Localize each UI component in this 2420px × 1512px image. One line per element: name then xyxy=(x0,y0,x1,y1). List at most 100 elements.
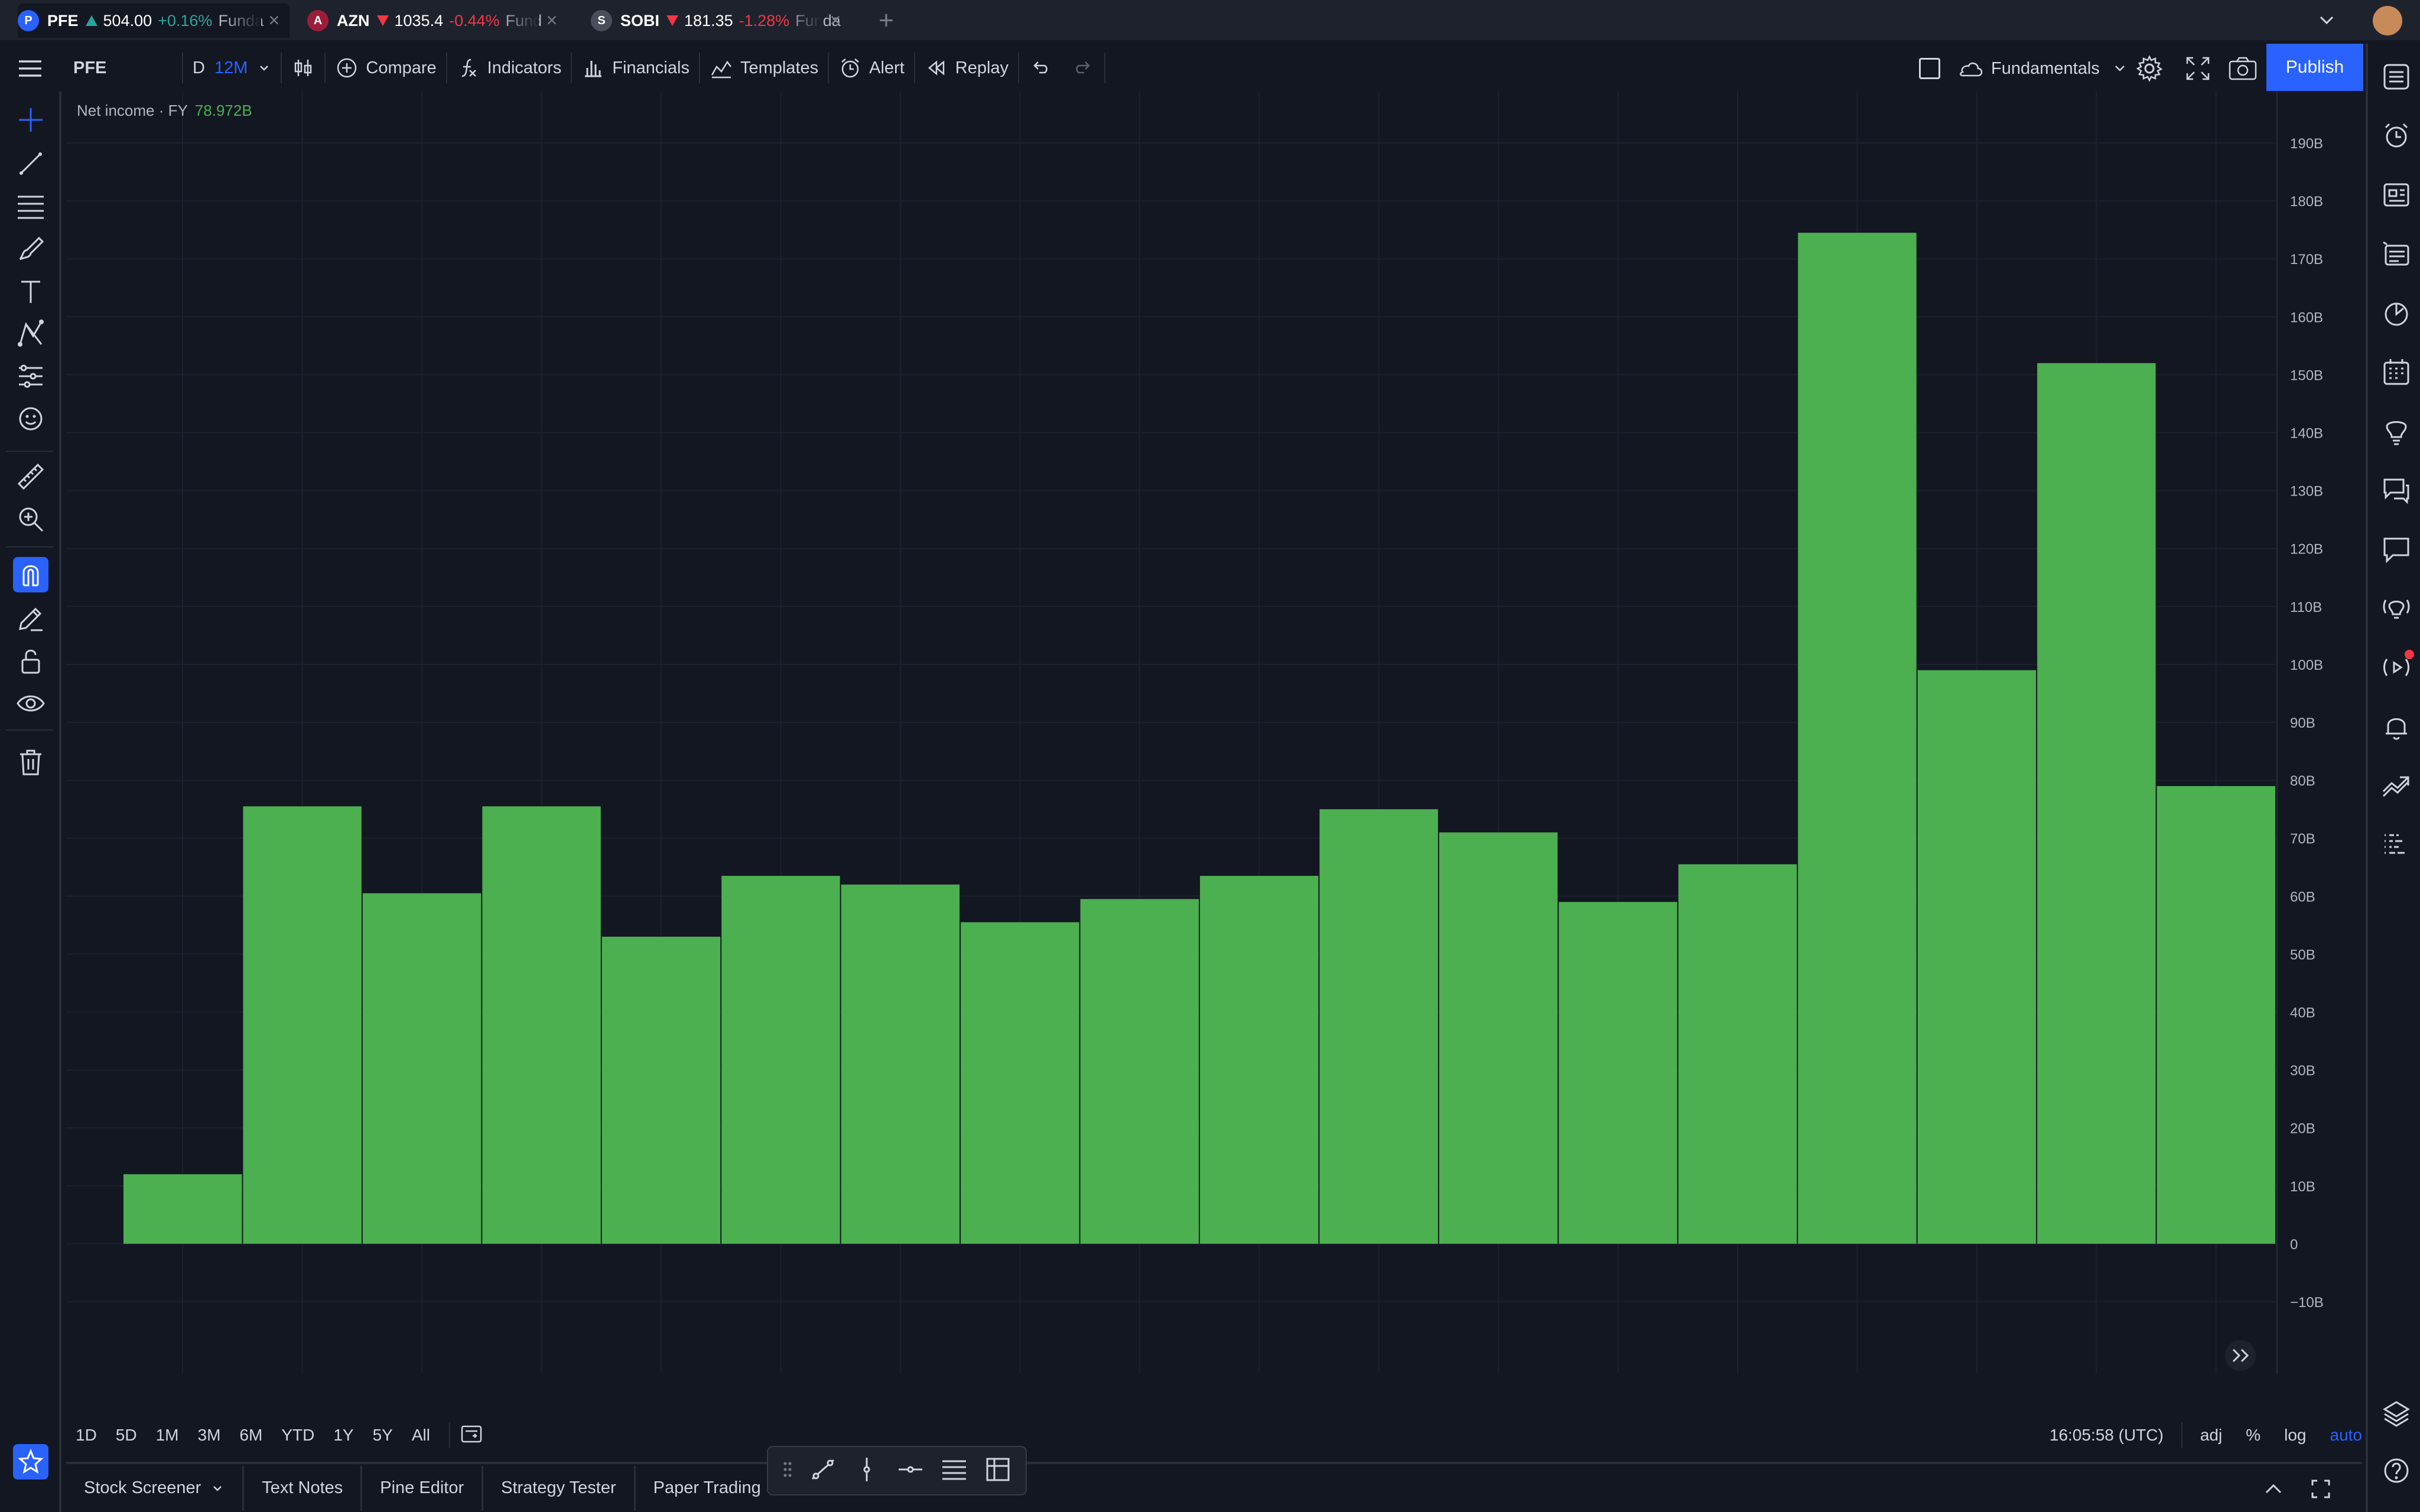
collapse-panel-icon[interactable] xyxy=(2262,1477,2285,1501)
trash-icon[interactable] xyxy=(13,745,48,780)
bar-2009[interactable] xyxy=(841,884,960,1244)
broadcast-icon[interactable] xyxy=(2379,591,2414,626)
bar-2018[interactable] xyxy=(1917,670,2037,1244)
bar-2017[interactable] xyxy=(1798,233,1917,1244)
tab-sobi[interactable]: S SOBI 181.35 -1.28% Funda × xyxy=(591,4,851,38)
bar-2016[interactable] xyxy=(1678,864,1797,1244)
chevron-down-icon[interactable] xyxy=(2315,8,2338,32)
range-3m-button[interactable]: 3M xyxy=(197,1426,221,1444)
parallel-channel-tool-icon[interactable] xyxy=(940,1455,968,1487)
ideas-lightbulb-icon[interactable] xyxy=(2379,413,2414,449)
camera-icon[interactable] xyxy=(2227,54,2258,83)
tab-pine-editor[interactable]: Pine Editor xyxy=(362,1465,484,1511)
range-5d-button[interactable]: 5D xyxy=(115,1426,137,1444)
trend-line-tool-icon[interactable] xyxy=(809,1455,837,1487)
chats-icon[interactable] xyxy=(2379,472,2414,508)
fullscreen-icon[interactable] xyxy=(2184,54,2212,83)
range-1m-button[interactable]: 1M xyxy=(155,1426,179,1444)
tab-text-notes[interactable]: Text Notes xyxy=(244,1465,363,1511)
interval-d-button[interactable]: D xyxy=(183,49,214,87)
bar-2006[interactable] xyxy=(482,806,601,1244)
bar-2014[interactable] xyxy=(1439,832,1558,1244)
bar-2007[interactable] xyxy=(601,936,721,1244)
close-tab-icon[interactable]: × xyxy=(546,9,558,31)
emoji-icon[interactable] xyxy=(13,401,48,436)
news-icon[interactable] xyxy=(2379,177,2414,213)
eye-icon[interactable] xyxy=(13,686,48,721)
text-icon[interactable] xyxy=(13,273,48,309)
rectangle-tool-icon[interactable] xyxy=(984,1455,1012,1487)
ruler-icon[interactable] xyxy=(13,459,48,494)
bar-2012[interactable] xyxy=(1200,875,1319,1244)
tab-stock-screener[interactable]: Stock Screener xyxy=(66,1465,245,1511)
trend-line-icon[interactable] xyxy=(13,146,48,181)
fib-icon[interactable] xyxy=(13,188,48,224)
favorites-star-icon[interactable] xyxy=(13,1444,48,1480)
gear-icon[interactable] xyxy=(2134,53,2165,84)
trading-panel-icon[interactable] xyxy=(2379,768,2414,803)
symbol-search[interactable]: PFE xyxy=(64,49,182,87)
interval-12m-button[interactable]: 12M xyxy=(214,49,281,87)
magnet-icon[interactable] xyxy=(13,557,48,592)
avatar[interactable] xyxy=(2373,6,2402,35)
calendar-icon[interactable] xyxy=(2379,354,2414,390)
bar-2019[interactable] xyxy=(2037,363,2156,1244)
bar-2011[interactable] xyxy=(1080,899,1199,1244)
bar-2008[interactable] xyxy=(721,875,840,1244)
scroll-to-latest-button[interactable] xyxy=(2225,1340,2256,1371)
tab-azn[interactable]: A AZN 1035.4 -0.44% Fund × xyxy=(307,4,567,38)
alert-button[interactable]: Alert xyxy=(829,49,914,87)
vertical-line-tool-icon[interactable] xyxy=(853,1455,881,1487)
log-toggle[interactable]: log xyxy=(2284,1426,2307,1444)
brush-icon[interactable] xyxy=(13,231,48,266)
range-5y-button[interactable]: 5Y xyxy=(372,1426,393,1444)
lock-icon[interactable] xyxy=(13,643,48,679)
zoom-in-icon[interactable] xyxy=(13,501,48,537)
notifications-bell-icon[interactable] xyxy=(2379,709,2414,744)
range-1y-button[interactable]: 1Y xyxy=(333,1426,354,1444)
layout-square-icon[interactable] xyxy=(1919,58,1940,79)
range-1d-button[interactable]: 1D xyxy=(76,1426,97,1444)
prediction-icon[interactable] xyxy=(13,359,48,394)
layout-selector[interactable]: Fundamentals xyxy=(1956,47,2128,90)
bar-2013[interactable] xyxy=(1319,809,1438,1244)
compare-button[interactable]: Compare xyxy=(326,49,445,87)
bar-2005[interactable] xyxy=(362,893,482,1244)
layers-icon[interactable] xyxy=(2379,1396,2414,1432)
redo-button[interactable] xyxy=(1062,49,1104,87)
bar-1[interactable] xyxy=(123,1174,242,1244)
close-tab-icon[interactable]: × xyxy=(268,9,280,31)
publish-button[interactable]: Publish xyxy=(2266,44,2363,91)
bar-2010[interactable] xyxy=(961,922,1079,1244)
auto-toggle[interactable]: auto xyxy=(2330,1426,2363,1444)
horizontal-line-tool-icon[interactable] xyxy=(896,1455,925,1487)
tab-strategy-tester[interactable]: Strategy Tester xyxy=(483,1465,636,1511)
goto-date-icon[interactable] xyxy=(460,1422,483,1449)
templates-button[interactable]: Templates xyxy=(700,49,828,87)
adj-toggle[interactable]: adj xyxy=(2200,1426,2223,1444)
draw-mode-icon[interactable] xyxy=(13,601,48,636)
undo-button[interactable] xyxy=(1019,49,1062,87)
bar-2004[interactable] xyxy=(243,806,362,1244)
range-all-button[interactable]: All xyxy=(411,1426,430,1444)
utc-clock[interactable]: 16:05:58 (UTC) xyxy=(2049,1426,2164,1444)
close-tab-icon[interactable]: × xyxy=(830,9,841,31)
financials-button[interactable]: Financials xyxy=(572,49,699,87)
bar-2015[interactable] xyxy=(1559,902,1677,1244)
menu-icon[interactable] xyxy=(17,58,44,79)
crosshair-icon[interactable] xyxy=(13,102,48,138)
maximize-panel-icon[interactable] xyxy=(2309,1477,2333,1501)
chart-type-button[interactable] xyxy=(282,49,324,87)
drag-handle-icon[interactable] xyxy=(782,1458,793,1484)
messages-icon[interactable] xyxy=(2379,532,2414,567)
net-income-bar-chart[interactable]: 190B 180B 170B 160B 150B 140B 130B 120B 110B 100B… xyxy=(66,92,2362,1373)
data-window-icon[interactable] xyxy=(2379,236,2414,272)
bar-2020[interactable] xyxy=(2156,786,2275,1244)
percent-toggle[interactable]: % xyxy=(2246,1426,2261,1444)
tab-pfe[interactable]: P PFE 504.00 +0.16% Funda × xyxy=(18,4,290,38)
indicators-button[interactable]: Indicators xyxy=(447,49,571,87)
help-icon[interactable] xyxy=(2379,1453,2414,1488)
hotlists-icon[interactable] xyxy=(2379,295,2414,331)
tab-paper-trading[interactable]: Paper Trading xyxy=(636,1466,791,1511)
range-ytd-button[interactable]: YTD xyxy=(281,1426,315,1444)
